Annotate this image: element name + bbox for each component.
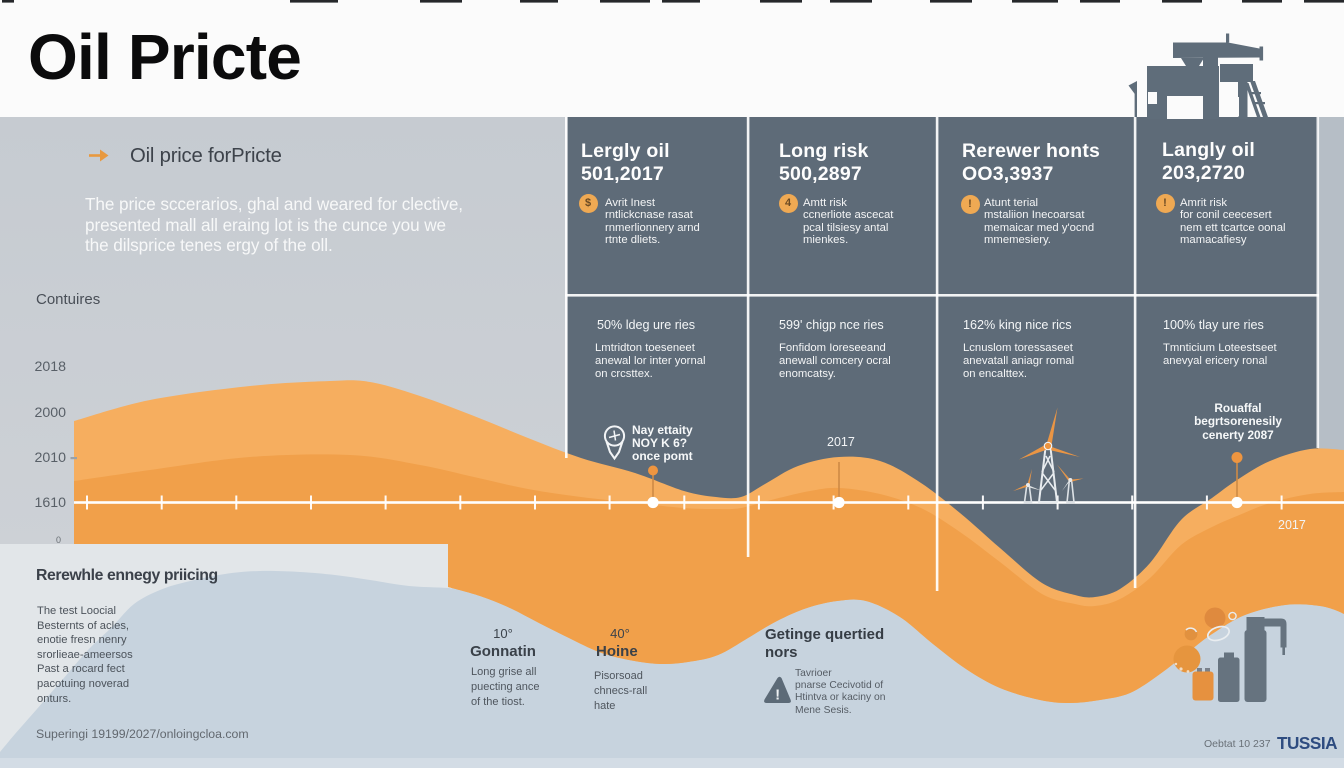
svg-text:!: !: [775, 687, 780, 704]
